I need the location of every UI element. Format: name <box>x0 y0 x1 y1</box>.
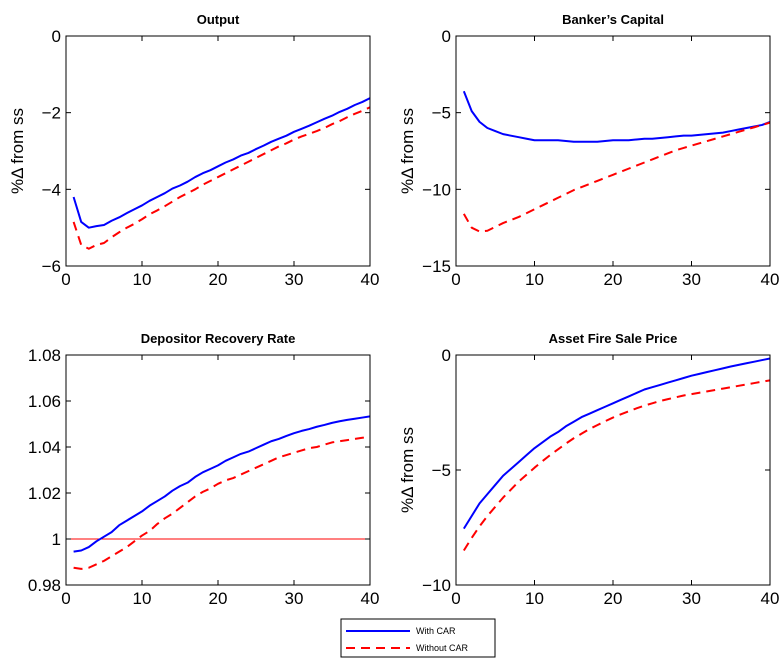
y-tick-label: −10 <box>422 576 451 595</box>
panel-2: Banker’s Capital 0 10 20 30 40 0 −5 −10 −15 %Δ fro… <box>398 12 779 289</box>
plot-area <box>456 36 770 233</box>
series-line-without-car <box>462 121 770 233</box>
series-line-with-car <box>463 357 770 530</box>
y-tick-label: 1.08 <box>28 346 61 365</box>
y-tick-label: 1.04 <box>28 438 61 457</box>
x-tick-label: 20 <box>604 270 623 289</box>
x-tick-label: 10 <box>525 589 544 608</box>
x-tick-label: 20 <box>604 589 623 608</box>
y-tick-label: −5 <box>432 104 451 123</box>
x-tick-label: 0 <box>61 589 70 608</box>
panel-1: Output 0 10 20 30 40 0 −2 −4 −6 %Δ from ss <box>8 12 379 289</box>
series-line-with-car <box>72 97 370 229</box>
x-tick-label: 10 <box>133 589 152 608</box>
panel-4: Asset Fire Sale Price 0 10 20 30 40 0 −5 −10 %Δ f… <box>398 331 779 608</box>
x-tick-label: 40 <box>361 589 380 608</box>
x-tick-label: 20 <box>209 270 228 289</box>
y-tick-label: 0 <box>442 346 451 365</box>
y-tick-label: 1 <box>52 530 61 549</box>
x-tick-label: 40 <box>761 589 780 608</box>
series-line-with-car <box>462 90 770 143</box>
x-tick-label: 10 <box>133 270 152 289</box>
y-axis-label: %Δ from ss <box>398 108 417 194</box>
y-tick-label: −15 <box>422 257 451 276</box>
x-tick-label: 40 <box>761 270 780 289</box>
panel-title: Banker’s Capital <box>562 12 664 27</box>
x-tick-label: 0 <box>61 270 70 289</box>
axes-box <box>65 35 371 267</box>
y-tick-label: −4 <box>42 180 61 199</box>
y-tick-label: −6 <box>42 257 61 276</box>
y-tick-label: −2 <box>42 104 61 123</box>
series-line-without-car <box>72 106 370 250</box>
y-tick-label: 1.02 <box>28 484 61 503</box>
panel-3: Depositor Recovery Rate 0 10 20 30 40 1.08 1.06… <box>28 331 380 608</box>
y-tick-label: 0 <box>442 27 451 46</box>
plot-area <box>66 415 370 570</box>
series-line-without-car <box>463 379 770 552</box>
y-tick-label: 0.98 <box>28 576 61 595</box>
y-axis-label: %Δ from ss <box>8 108 27 194</box>
series-line-with-car <box>73 415 370 553</box>
legend-label: With CAR <box>416 626 456 636</box>
y-tick-label: −5 <box>432 461 451 480</box>
x-tick-label: 10 <box>525 270 544 289</box>
y-tick-label: 0 <box>52 27 61 46</box>
series-line-without-car <box>73 435 370 570</box>
x-tick-label: 40 <box>361 270 380 289</box>
x-tick-label: 30 <box>285 270 304 289</box>
panel-title: Depositor Recovery Rate <box>141 331 296 346</box>
plot-area <box>456 355 770 552</box>
x-tick-label: 0 <box>451 270 460 289</box>
plot-area <box>66 36 370 250</box>
y-tick-label: −10 <box>422 180 451 199</box>
axes-box <box>65 354 371 586</box>
x-tick-label: 20 <box>209 589 228 608</box>
x-tick-label: 30 <box>682 270 701 289</box>
legend-label: Without CAR <box>416 643 469 653</box>
x-tick-label: 0 <box>451 589 460 608</box>
y-axis-label: %Δ from ss <box>398 427 417 513</box>
axes-box <box>455 35 771 267</box>
panel-title: Output <box>197 12 240 27</box>
y-tick-label: 1.06 <box>28 392 61 411</box>
legend-box <box>340 618 496 658</box>
panel-title: Asset Fire Sale Price <box>549 331 678 346</box>
x-tick-label: 30 <box>285 589 304 608</box>
legend: With CAR Without CAR <box>340 618 496 658</box>
x-tick-label: 30 <box>682 589 701 608</box>
